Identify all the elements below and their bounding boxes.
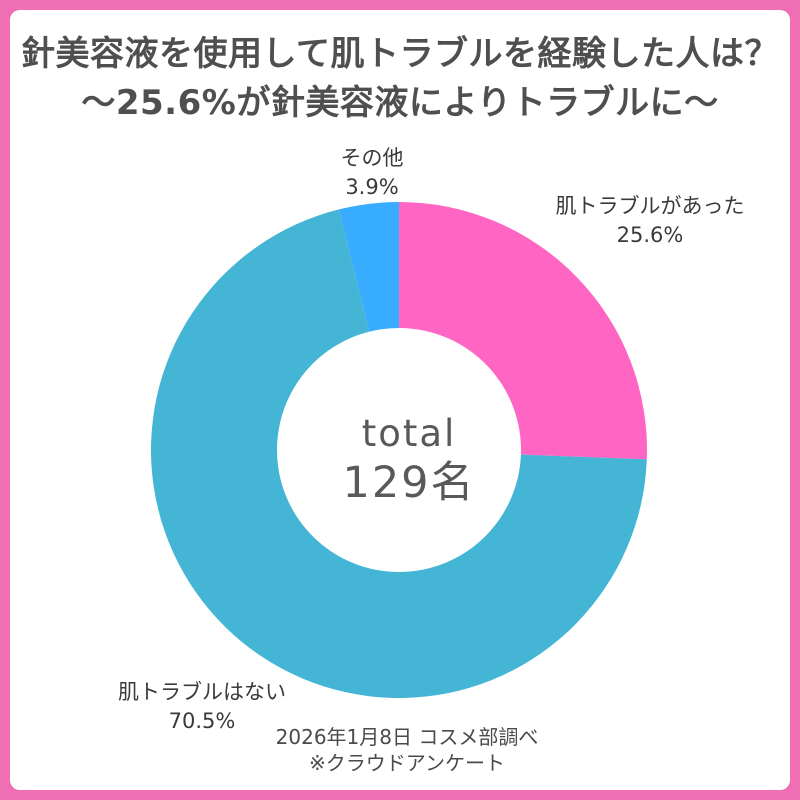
source-note-line-1: 2026年1月8日 コスメ部調べ [275,725,539,749]
slice-label-trouble-name: 肌トラブルがあった [555,194,745,218]
slice-label-no-trouble: 肌トラブルはない 70.5% [118,678,286,736]
page-title: 針美容液を使用して肌トラブルを経験した人は？ ～25.6%が針美容液によりトラブ… [10,30,790,128]
source-note-line-2: ※クラウドアンケート [309,751,505,775]
slice-label-trouble: 肌トラブルがあった 25.6% [556,192,745,250]
frame-inner: 針美容液を使用して肌トラブルを経験した人は？ ～25.6%が針美容液によりトラブ… [10,10,790,790]
slice-label-other-pct: 3.9% [345,175,399,199]
donut-chart [150,202,647,699]
source-note: 2026年1月8日 コスメ部調べ ※クラウドアンケート [276,724,539,776]
donut-center-label: total 129名 [342,411,475,509]
pie-slice-0 [399,202,647,460]
slice-label-no-trouble-pct: 70.5% [168,709,236,733]
slice-label-trouble-pct: 25.6% [616,223,684,247]
total-word: total [361,412,457,455]
title-line-1: 針美容液を使用して肌トラブルを経験した人は？ [21,34,779,74]
title-line-2: ～25.6%が針美容液によりトラブルに～ [81,83,719,123]
total-count: 129名 [342,458,476,508]
pie-slice-2 [338,202,399,332]
slice-label-no-trouble-name: 肌トラブルはない [118,680,286,704]
slice-label-other-name: その他 [340,146,404,170]
pie-slice-1 [150,209,647,699]
slice-label-other: その他 3.9% [341,144,404,202]
